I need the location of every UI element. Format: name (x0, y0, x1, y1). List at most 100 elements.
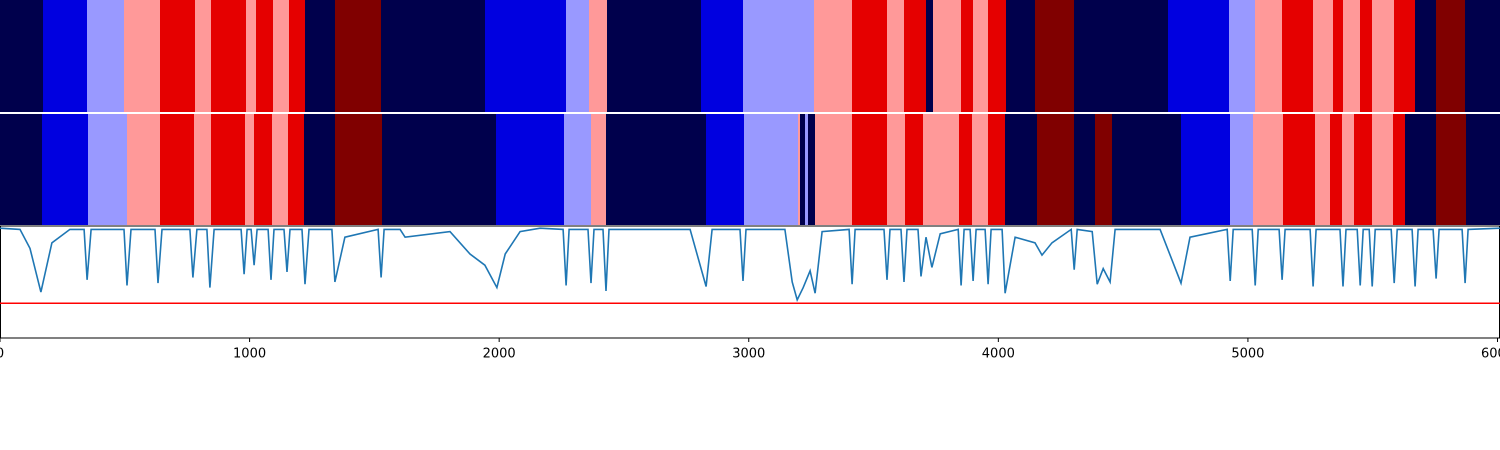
segment (566, 0, 590, 112)
segment (88, 114, 128, 225)
segment (1343, 0, 1361, 112)
segment (923, 114, 960, 225)
segment (805, 114, 809, 225)
segment (484, 0, 567, 112)
x-tick-label: 2000 (483, 347, 516, 362)
segment (1006, 0, 1036, 112)
segment (1035, 0, 1075, 112)
segment (887, 114, 905, 225)
segment (925, 0, 934, 112)
segment (159, 114, 194, 225)
segment (1315, 114, 1331, 225)
segment (256, 0, 274, 112)
segment (1229, 114, 1254, 225)
segment (0, 114, 42, 225)
segment (273, 0, 290, 112)
segment (1074, 114, 1096, 225)
segment (1342, 114, 1354, 225)
segment (1282, 0, 1314, 112)
segment (605, 114, 707, 225)
segment (1353, 114, 1373, 225)
segment (304, 0, 335, 112)
segment (1405, 114, 1437, 225)
segment (381, 0, 485, 112)
segment (814, 0, 853, 112)
segment (334, 114, 383, 225)
segment (1074, 0, 1169, 112)
segment (272, 114, 289, 225)
segment (495, 114, 565, 225)
segment (87, 0, 125, 112)
segment (0, 0, 43, 112)
segment (852, 0, 888, 112)
segment (1313, 0, 1334, 112)
segment (127, 114, 160, 225)
segment (1168, 0, 1230, 112)
segment (246, 0, 257, 112)
segment (1415, 0, 1437, 112)
data-line (0, 227, 1500, 303)
segment (1229, 0, 1256, 112)
segment (701, 0, 744, 112)
segment (972, 114, 989, 225)
plot-frame (0, 225, 1500, 339)
segment (933, 0, 962, 112)
segment (1095, 114, 1113, 225)
segment (1333, 0, 1344, 112)
segment (334, 0, 382, 112)
segment (210, 0, 247, 112)
segment (194, 0, 211, 112)
segment (988, 114, 1006, 225)
segment (1330, 114, 1343, 225)
x-tick-label: 0 (0, 347, 4, 362)
segment (193, 114, 211, 225)
segment (852, 114, 888, 225)
segment (254, 114, 273, 225)
segment (961, 0, 974, 112)
segment (1465, 0, 1500, 112)
x-tick-label: 4000 (982, 347, 1015, 362)
segment (245, 114, 255, 225)
segment (41, 114, 89, 225)
segment (1037, 114, 1075, 225)
segment (1394, 0, 1416, 112)
segment (959, 114, 973, 225)
segment (1112, 114, 1182, 225)
segment (124, 0, 160, 112)
segment (303, 114, 335, 225)
segment (706, 114, 745, 225)
segment (591, 114, 606, 225)
segment (798, 114, 801, 225)
segment (887, 0, 904, 112)
segment (1436, 0, 1466, 112)
segment (42, 0, 88, 112)
segment (1283, 114, 1316, 225)
segment (1255, 0, 1283, 112)
segment (815, 114, 853, 225)
segment (382, 114, 496, 225)
segment (973, 0, 989, 112)
x-tick-label: 6000 (1481, 347, 1500, 362)
segment (743, 0, 815, 112)
segment (904, 114, 924, 225)
segment (210, 114, 246, 225)
segment (903, 0, 926, 112)
x-tick-label: 5000 (1231, 347, 1264, 362)
segment (1372, 0, 1395, 112)
segment (1253, 114, 1284, 225)
segment (159, 0, 195, 112)
x-tick-label: 3000 (732, 347, 765, 362)
segment (1436, 114, 1467, 225)
segment (1466, 114, 1500, 225)
segment (1181, 114, 1230, 225)
segment (606, 0, 702, 112)
segment (564, 114, 592, 225)
segment (1360, 0, 1373, 112)
x-tick-label: 1000 (233, 347, 266, 362)
segment (1372, 114, 1394, 225)
segment (800, 114, 806, 225)
segment (289, 0, 305, 112)
segment (1005, 114, 1038, 225)
